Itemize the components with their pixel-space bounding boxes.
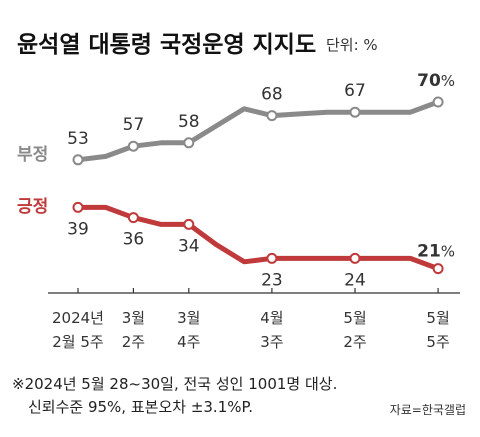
data-point-marker bbox=[72, 201, 84, 213]
x-tick-label: 3월 bbox=[122, 309, 145, 327]
data-point-marker bbox=[349, 106, 361, 118]
x-tick-label: 5주 bbox=[426, 333, 449, 351]
data-point-marker bbox=[349, 252, 361, 264]
x-tick-label: 3월 bbox=[177, 309, 200, 327]
data-point-marker bbox=[432, 263, 444, 275]
x-tick-label: 5월 bbox=[343, 309, 366, 327]
data-label: 36 bbox=[123, 230, 145, 250]
series-label-negative: 부정 bbox=[17, 145, 48, 165]
series-label-positive: 긍정 bbox=[17, 197, 48, 217]
source-credit: 자료=한국갤럽 bbox=[390, 403, 466, 417]
data-label: 53 bbox=[67, 129, 89, 149]
data-label: 34 bbox=[178, 236, 200, 256]
chart-title: 윤석열 대통령 국정운영 지지도 bbox=[17, 32, 316, 58]
x-tick-label: 5월 bbox=[426, 309, 449, 327]
x-tick-label: 4월 bbox=[260, 309, 283, 327]
x-tick-label: 2월 5주 bbox=[52, 333, 103, 351]
data-label: 68 bbox=[261, 85, 283, 105]
data-label: 57 bbox=[123, 115, 145, 135]
x-tick-label: 2주 bbox=[122, 333, 145, 351]
data-point-marker bbox=[72, 154, 84, 166]
x-axis-ticks: 2024년 2월 5주 3월 2주 3월 4주 4월 3주 5월 2주 5월 5주 bbox=[52, 288, 450, 351]
footnote-line-2: 신뢰수준 95%, 표본오차 ±3.1%P. bbox=[28, 398, 253, 416]
data-label: 58 bbox=[178, 112, 200, 132]
x-tick-label: 2024년 bbox=[52, 309, 104, 327]
data-point-marker bbox=[127, 140, 139, 152]
data-point-marker bbox=[127, 212, 139, 224]
data-label: 23 bbox=[261, 270, 283, 290]
x-tick-label: 3주 bbox=[260, 333, 283, 351]
x-tick-label: 4주 bbox=[177, 333, 200, 351]
value-labels: 53 57 58 68 67 70% 39 36 34 23 24 21% bbox=[67, 71, 455, 290]
data-label: 70% bbox=[417, 71, 455, 91]
data-label: 39 bbox=[67, 219, 89, 239]
data-point-marker bbox=[266, 110, 278, 122]
data-label: 24 bbox=[344, 270, 366, 290]
series-markers bbox=[72, 96, 444, 275]
data-point-marker bbox=[432, 96, 444, 108]
data-label: 21% bbox=[417, 242, 455, 262]
x-tick-label: 2주 bbox=[343, 333, 366, 351]
footnote-line-1: ※2024년 5월 28~30일, 전국 성인 1001명 대상. bbox=[12, 375, 337, 393]
data-point-marker bbox=[183, 137, 195, 149]
data-point-marker bbox=[183, 218, 195, 230]
data-label: 67 bbox=[344, 81, 366, 101]
data-point-marker bbox=[266, 252, 278, 264]
unit-label: 단위: % bbox=[326, 36, 378, 54]
